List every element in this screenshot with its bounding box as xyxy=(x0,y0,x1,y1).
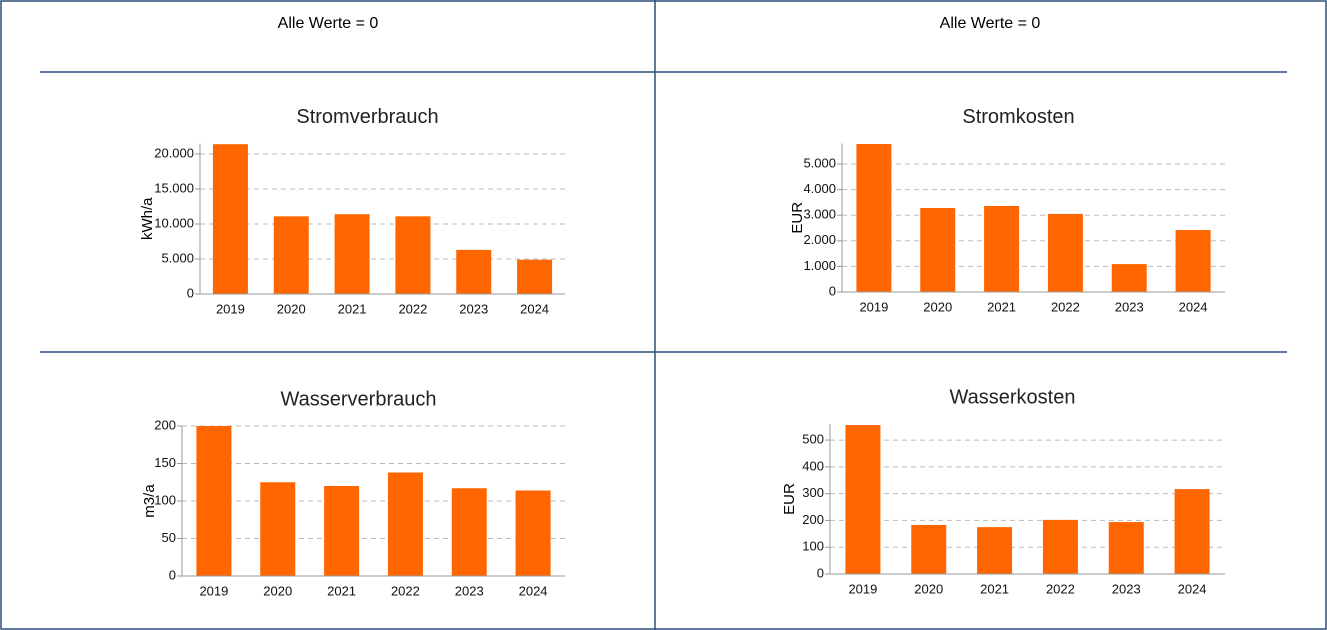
bar xyxy=(1108,522,1144,574)
chart-title: Wasserverbrauch xyxy=(281,388,437,410)
x-tick-label: 2024 xyxy=(519,583,548,598)
bar xyxy=(845,425,881,574)
y-tick-label: 100 xyxy=(802,539,824,554)
y-tick-label: 200 xyxy=(154,417,176,432)
y-tick-label: 400 xyxy=(802,458,824,473)
x-tick-label: 2024 xyxy=(1179,299,1208,314)
x-tick-label: 2021 xyxy=(327,583,356,598)
x-tick-label: 2020 xyxy=(923,299,952,314)
bar xyxy=(984,205,1020,292)
bar xyxy=(911,524,947,574)
y-tick-label: 200 xyxy=(802,512,824,527)
x-tick-label: 2022 xyxy=(391,583,420,598)
y-tick-label: 0 xyxy=(817,565,824,580)
x-tick-label: 2022 xyxy=(398,301,427,316)
bar xyxy=(856,144,892,292)
y-tick-label: 20.000 xyxy=(154,145,194,160)
y-tick-label: 15.000 xyxy=(154,180,194,195)
x-tick-label: 2021 xyxy=(980,581,1009,596)
y-axis-label: EUR xyxy=(781,483,798,515)
header-cell: Alle Werte = 0 xyxy=(278,15,379,32)
x-tick-label: 2019 xyxy=(216,301,245,316)
bar xyxy=(977,527,1013,574)
y-tick-label: 100 xyxy=(154,492,176,507)
x-tick-label: 2019 xyxy=(848,581,877,596)
header-cell: Alle Werte = 0 xyxy=(940,15,1041,32)
x-tick-label: 2023 xyxy=(1115,299,1144,314)
bar xyxy=(196,426,232,576)
x-tick-label: 2021 xyxy=(987,299,1016,314)
bar xyxy=(1111,264,1147,292)
bar xyxy=(334,214,370,294)
bar xyxy=(260,482,296,576)
y-tick-label: 500 xyxy=(802,432,824,447)
x-tick-label: 2021 xyxy=(338,301,367,316)
bar xyxy=(273,216,309,294)
x-tick-label: 2023 xyxy=(455,583,484,598)
y-tick-label: 5.000 xyxy=(161,250,194,265)
x-tick-label: 2019 xyxy=(859,299,888,314)
y-tick-label: 1.000 xyxy=(803,258,836,273)
x-tick-label: 2023 xyxy=(459,301,488,316)
bar xyxy=(324,486,360,576)
bar xyxy=(920,208,956,292)
y-axis-label: EUR xyxy=(789,202,806,234)
y-tick-label: 50 xyxy=(162,530,176,545)
y-tick-label: 0 xyxy=(829,283,836,298)
y-tick-label: 5.000 xyxy=(803,155,836,170)
y-tick-label: 0 xyxy=(187,285,194,300)
y-tick-label: 2.000 xyxy=(803,232,836,247)
x-tick-label: 2022 xyxy=(1046,581,1075,596)
bar xyxy=(1047,213,1083,292)
y-tick-label: 3.000 xyxy=(803,207,836,222)
y-axis-label: kWh/a xyxy=(139,197,156,240)
bar xyxy=(1174,489,1210,574)
y-tick-label: 4.000 xyxy=(803,181,836,196)
x-tick-label: 2022 xyxy=(1051,299,1080,314)
chart-title: Stromverbrauch xyxy=(296,106,438,128)
y-tick-label: 0 xyxy=(169,567,176,582)
bar xyxy=(212,144,248,294)
bar xyxy=(456,249,492,294)
x-tick-label: 2024 xyxy=(1178,581,1207,596)
bar xyxy=(387,472,423,576)
bar xyxy=(517,259,553,294)
chart-title: Stromkosten xyxy=(962,106,1074,128)
bar xyxy=(515,490,551,576)
x-tick-label: 2020 xyxy=(263,583,292,598)
bar xyxy=(451,488,487,576)
x-tick-label: 2020 xyxy=(277,301,306,316)
y-tick-label: 150 xyxy=(154,455,176,470)
bar xyxy=(395,216,431,294)
y-tick-label: 10.000 xyxy=(154,215,194,230)
chart-title: Wasserkosten xyxy=(950,386,1076,408)
y-axis-label: m3/a xyxy=(141,484,158,518)
x-tick-label: 2020 xyxy=(914,581,943,596)
x-tick-label: 2023 xyxy=(1112,581,1141,596)
x-tick-label: 2019 xyxy=(199,583,228,598)
bar xyxy=(1042,519,1078,574)
bar xyxy=(1175,230,1211,292)
x-tick-label: 2024 xyxy=(520,301,549,316)
y-tick-label: 300 xyxy=(802,485,824,500)
